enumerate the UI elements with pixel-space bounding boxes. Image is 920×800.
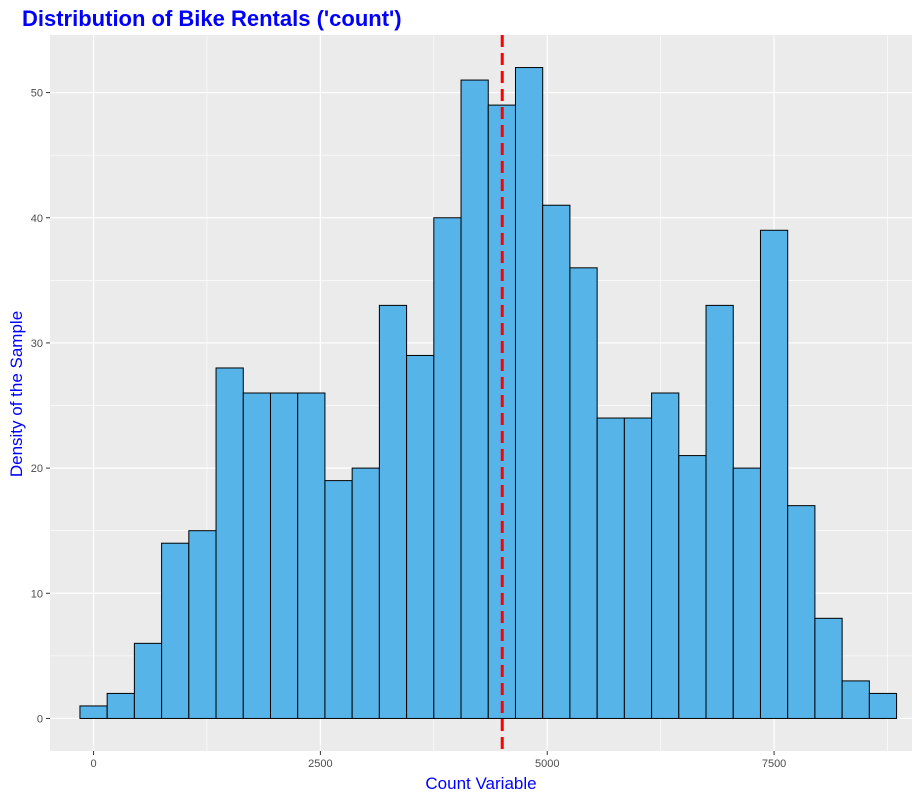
histogram-bar (133, 642, 163, 719)
histogram-bar (814, 617, 843, 719)
histogram-bar (433, 217, 462, 719)
histogram-bar (188, 530, 217, 719)
y-axis-ticks: 0 10 20 30 40 50 (31, 88, 50, 725)
y-axis-title: Density of the Sample (7, 311, 26, 477)
y-tick-label: 40 (31, 213, 43, 225)
histogram-bar (215, 367, 244, 719)
x-axis-title: Count Variable (425, 774, 536, 793)
histogram-bar (542, 204, 571, 719)
histogram-bar (460, 79, 489, 719)
x-axis-ticks: 0 2500 5000 7500 (90, 751, 786, 770)
histogram-bar (406, 354, 435, 719)
y-tick-label: 50 (31, 88, 43, 100)
histogram-bar (269, 392, 299, 719)
histogram-bar (732, 467, 761, 719)
y-tick-label: 0 (37, 713, 43, 725)
histogram-bar (569, 267, 598, 719)
x-tick-label: 5000 (535, 758, 559, 770)
histogram-bar (324, 480, 353, 719)
y-tick-label: 30 (31, 338, 43, 350)
x-tick-label: 0 (90, 758, 96, 770)
histogram-bar (378, 304, 408, 719)
histogram-bar (596, 417, 625, 719)
histogram-bar (705, 304, 734, 719)
histogram-bar (106, 692, 135, 719)
x-tick-label: 7500 (762, 758, 786, 770)
y-tick-label: 10 (31, 588, 43, 600)
histogram-bar (161, 542, 190, 719)
x-tick-label: 2500 (308, 758, 332, 770)
histogram-bar (79, 705, 108, 719)
histogram-bar (242, 392, 271, 719)
histogram-bar (623, 417, 653, 719)
histogram-bar (297, 392, 326, 719)
y-tick-label: 20 (31, 463, 43, 475)
histogram-bar (678, 455, 707, 719)
histogram-bar (787, 505, 816, 719)
histogram-bar (651, 392, 680, 719)
histogram-bar (841, 680, 870, 719)
histogram-bar (351, 467, 380, 719)
histogram-bar (759, 229, 789, 719)
histogram-bar (514, 67, 544, 719)
chart-title: Distribution of Bike Rentals ('count') (22, 6, 402, 31)
histogram-bar (868, 692, 898, 719)
